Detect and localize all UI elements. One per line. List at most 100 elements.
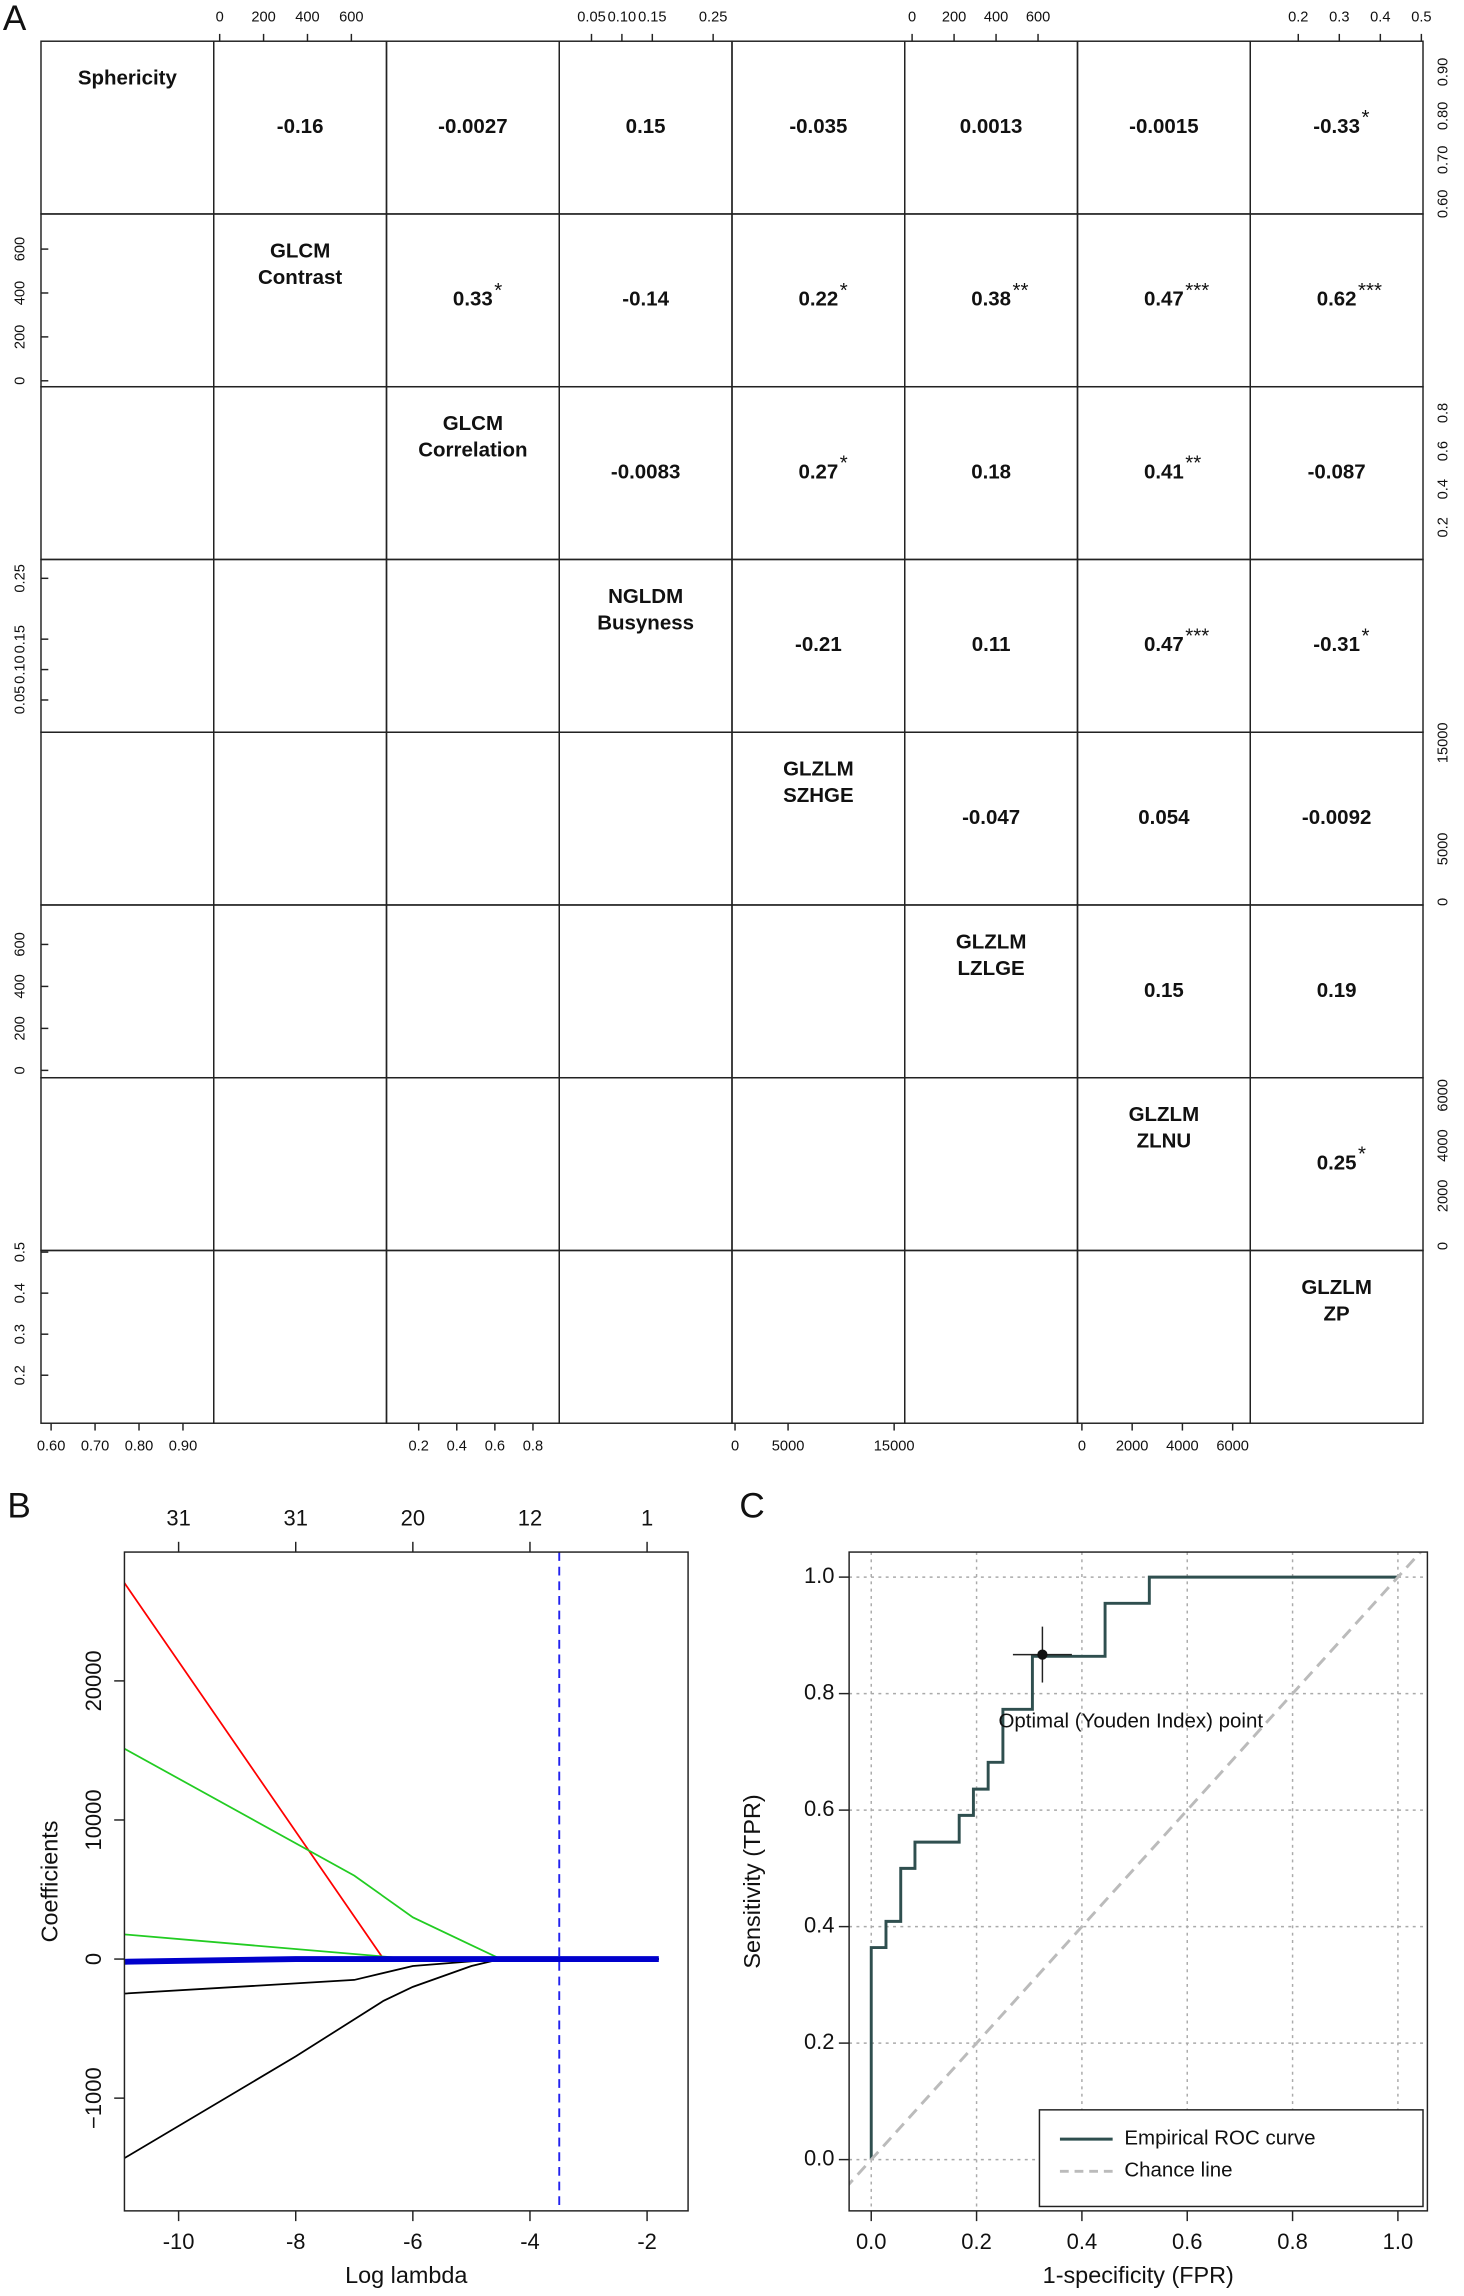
tick-label: 0.05	[12, 686, 28, 714]
tick-label: 0.2	[12, 1365, 28, 1385]
tick-label: 0	[731, 1439, 739, 1455]
y-tick-label: 1.0	[804, 1563, 835, 1588]
tick-label: 200	[251, 10, 275, 26]
variable-name: ZLNU	[1137, 1130, 1192, 1153]
tick-label: 400	[12, 281, 28, 305]
optimal-point	[1037, 1649, 1048, 1660]
x-axis-label: 1-specificity (FPR)	[1043, 2262, 1234, 2288]
correlation-value: 0.15	[626, 115, 666, 138]
tick-label: 0.90	[1435, 58, 1451, 86]
tick-label: 0.6	[1435, 441, 1451, 461]
tick-label: 2000	[1435, 1180, 1451, 1213]
tick-label: 6000	[1435, 1079, 1451, 1112]
correlation-value: 0.41	[1144, 461, 1184, 484]
tick-label: 200	[12, 1016, 28, 1040]
significance-stars: **	[1013, 279, 1029, 302]
cell-frame	[558, 904, 733, 1079]
tick-label: 0.70	[81, 1439, 109, 1455]
cell-frame	[40, 385, 215, 561]
tick-label: 600	[12, 237, 28, 261]
series-line	[124, 1956, 659, 1965]
cell-frame	[40, 558, 215, 733]
correlation-value: 0.47	[1144, 633, 1184, 656]
tick-label: 0	[216, 10, 224, 26]
plot-frame	[123, 1551, 689, 2212]
correlation-value: 0.62	[1317, 288, 1357, 311]
tick-label: 0.5	[1411, 10, 1431, 26]
series-line	[124, 1933, 659, 1960]
variable-name: GLZLM	[1301, 1276, 1372, 1299]
tick-label: 0.3	[12, 1324, 28, 1344]
tick-label: 0	[1435, 898, 1451, 906]
panel-letter: B	[7, 1486, 30, 1525]
correlation-value: -0.31	[1313, 633, 1360, 656]
tick-label: 0.90	[169, 1439, 197, 1455]
significance-stars: **	[1185, 452, 1201, 475]
annotation: Optimal (Youden Index) point	[998, 1709, 1263, 1732]
significance-stars: *	[494, 279, 502, 302]
plot-area	[849, 1552, 1423, 2187]
series-line	[124, 1958, 659, 1995]
correlation-value: 0.19	[1317, 979, 1357, 1002]
top-tick-label: 1	[641, 1506, 653, 1531]
panel-letter: C	[739, 1486, 764, 1525]
y-tick-label: 0.6	[804, 1796, 835, 1821]
cell-frame	[385, 1076, 560, 1252]
tick-label: 0.8	[1435, 403, 1451, 423]
significance-stars: ***	[1185, 624, 1209, 647]
correlation-value: -0.16	[277, 115, 324, 138]
tick-label: 5000	[772, 1439, 805, 1455]
significance-stars: ***	[1358, 279, 1382, 302]
x-axis-label: Log lambda	[345, 2262, 468, 2288]
y-tick-label: 0.4	[804, 1912, 835, 1937]
correlation-value: 0.18	[971, 461, 1011, 484]
correlation-value: -0.0092	[1302, 806, 1371, 829]
correlation-value: -0.0083	[611, 461, 680, 484]
top-tick-label: 31	[284, 1506, 308, 1531]
cell-frame	[558, 731, 733, 906]
y-tick-label: 0	[81, 1953, 106, 1965]
tick-label: 0.15	[12, 625, 28, 653]
correlation-value: -0.0027	[438, 115, 507, 138]
cell-frame	[213, 1076, 388, 1252]
variable-name: ZP	[1324, 1302, 1350, 1325]
tick-label: 0.3	[1329, 10, 1349, 26]
tick-label: 600	[339, 10, 363, 26]
y-axis-label: Sensitivity (TPR)	[739, 1794, 765, 1968]
correlation-value: -0.035	[789, 115, 847, 138]
cell-frame	[1249, 1249, 1424, 1424]
tick-label: 600	[12, 932, 28, 956]
cell-frame	[40, 731, 215, 906]
tick-label: 0.8	[523, 1439, 543, 1455]
tick-label: 5000	[1435, 833, 1451, 866]
variable-name: GLZLM	[1129, 1103, 1200, 1126]
tick-label: 4000	[1435, 1129, 1451, 1162]
top-tick-label: 12	[518, 1506, 542, 1531]
variable-name: GLCM	[443, 412, 503, 435]
y-tick-label: 10000	[81, 1789, 106, 1850]
correlation-value: 0.22	[798, 288, 838, 311]
tick-label: 0.60	[1435, 190, 1451, 218]
series-line	[869, 1575, 1398, 2160]
tick-label: 200	[12, 325, 28, 349]
correlation-value: -0.21	[795, 633, 842, 656]
variable-name: NGLDM	[608, 585, 683, 608]
correlation-value: 0.25	[1317, 1152, 1357, 1175]
top-tick-label: 20	[401, 1506, 425, 1531]
tick-label: 0.5	[12, 1242, 28, 1262]
cell-frame	[213, 558, 388, 733]
correlation-value: 0.11	[972, 633, 1011, 656]
cell-frame	[731, 904, 906, 1079]
tick-label: 0.70	[1435, 146, 1451, 174]
correlation-value: 0.054	[1138, 806, 1190, 829]
cell-frame	[731, 1076, 906, 1252]
cell-frame	[385, 1249, 560, 1424]
tick-label: 0	[12, 377, 28, 385]
y-tick-label: 0.0	[804, 2145, 835, 2170]
cell-frame	[558, 1076, 733, 1252]
correlation-value: 0.47	[1144, 288, 1184, 311]
correlation-value: 0.15	[1144, 979, 1184, 1002]
variable-name: Contrast	[258, 266, 342, 289]
